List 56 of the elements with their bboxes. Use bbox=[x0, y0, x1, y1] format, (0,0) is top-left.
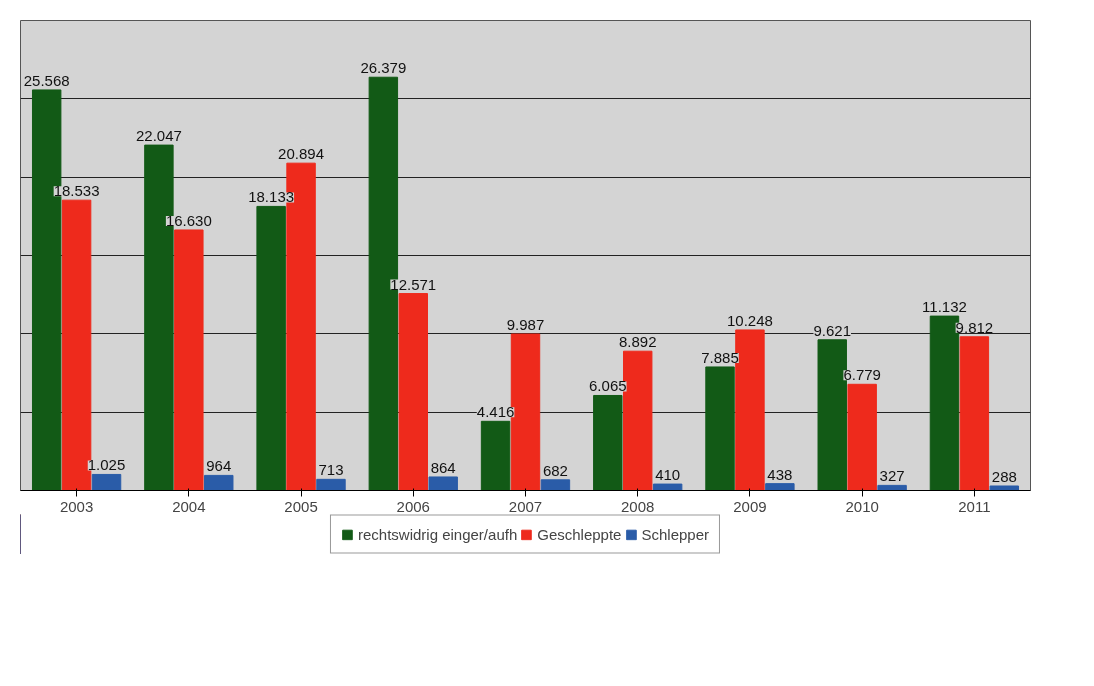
data-label: 288 bbox=[991, 467, 1017, 485]
data-label: 26.379 bbox=[360, 59, 407, 77]
data-label: 438 bbox=[767, 465, 793, 483]
bar bbox=[480, 420, 511, 491]
bar bbox=[540, 479, 571, 491]
data-label: 7.885 bbox=[701, 348, 739, 366]
data-label: 964 bbox=[206, 457, 232, 475]
bar bbox=[256, 205, 286, 491]
legend-label: Geschleppte bbox=[537, 525, 622, 543]
data-label: 4.416 bbox=[476, 403, 515, 421]
data-label: 1.025 bbox=[87, 456, 126, 474]
bar bbox=[91, 473, 122, 491]
bar bbox=[398, 293, 428, 491]
bar bbox=[204, 474, 234, 491]
x-tick-label: 2007 bbox=[508, 497, 543, 515]
bar bbox=[765, 483, 795, 491]
x-tick-label: 2004 bbox=[172, 497, 206, 515]
x-tick-label: 2006 bbox=[396, 497, 430, 515]
bar bbox=[877, 484, 907, 491]
data-label: 9.621 bbox=[813, 321, 852, 339]
legend-label: rechtswidrig einger/aufh bbox=[357, 525, 518, 543]
data-label: 682 bbox=[542, 461, 568, 479]
data-label: 18.533 bbox=[53, 182, 100, 200]
data-label: 713 bbox=[318, 461, 344, 479]
x-tick-label: 2010 bbox=[845, 497, 879, 515]
data-label: 20.894 bbox=[278, 145, 325, 163]
x-tick-label: 2011 bbox=[958, 497, 991, 515]
x-tick-label: 2003 bbox=[59, 497, 94, 515]
bar bbox=[652, 483, 683, 491]
data-label: 410 bbox=[655, 466, 681, 484]
data-label: 9.987 bbox=[506, 316, 545, 334]
data-label: 8.892 bbox=[618, 333, 657, 351]
x-tick-label: 2008 bbox=[621, 497, 655, 515]
data-label: 18.133 bbox=[248, 188, 295, 206]
data-label: 12.571 bbox=[390, 275, 437, 293]
data-label: 6.779 bbox=[843, 366, 881, 384]
data-label: 9.812 bbox=[955, 318, 994, 336]
x-tick-label: 2009 bbox=[733, 497, 767, 515]
x-tick-label: 2005 bbox=[284, 497, 318, 515]
bar bbox=[316, 478, 346, 491]
data-label: 16.630 bbox=[165, 211, 212, 229]
legend-label: Schlepper bbox=[641, 525, 710, 543]
data-label: 864 bbox=[430, 458, 456, 476]
data-label: 6.065 bbox=[589, 377, 627, 395]
bar bbox=[959, 336, 990, 491]
bar bbox=[174, 229, 204, 491]
bar bbox=[593, 394, 623, 491]
bar bbox=[705, 366, 735, 491]
data-label: 11.132 bbox=[922, 298, 967, 316]
data-label: 10.248 bbox=[727, 311, 773, 329]
data-label: 22.047 bbox=[135, 127, 182, 145]
data-label: 327 bbox=[879, 467, 905, 485]
bar bbox=[989, 485, 1020, 491]
bar bbox=[428, 476, 458, 491]
bar bbox=[847, 383, 877, 491]
data-label: 25.568 bbox=[23, 71, 70, 89]
